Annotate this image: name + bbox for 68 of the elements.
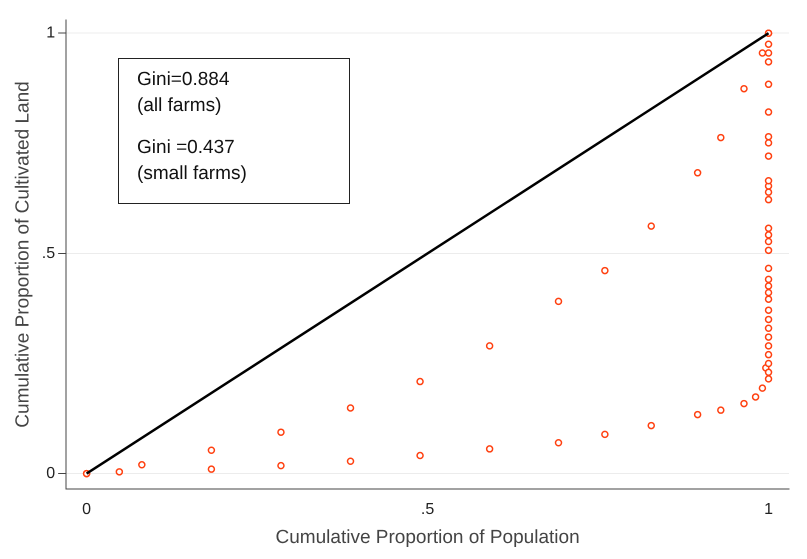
point xyxy=(764,224,772,232)
point xyxy=(764,49,772,57)
point xyxy=(208,465,216,473)
y-tick-label: 0 xyxy=(46,464,56,482)
point xyxy=(694,169,702,177)
point xyxy=(764,176,772,184)
point xyxy=(764,276,772,284)
point xyxy=(764,350,772,358)
y-tick-label: 1 xyxy=(46,24,56,42)
point xyxy=(346,458,354,466)
y-tick-label: .5 xyxy=(42,244,56,262)
point xyxy=(486,445,494,453)
point xyxy=(717,406,725,414)
point xyxy=(138,461,146,469)
point xyxy=(208,446,216,454)
point xyxy=(758,384,766,392)
point xyxy=(764,316,772,324)
point xyxy=(764,58,772,66)
point xyxy=(416,378,424,386)
point xyxy=(764,238,772,246)
point xyxy=(648,222,655,230)
annotation: Gini =0.437 xyxy=(137,136,236,160)
annotation: Gini=0.884 xyxy=(137,68,230,92)
point xyxy=(764,246,772,254)
point xyxy=(764,306,772,314)
point xyxy=(694,410,702,418)
point xyxy=(764,132,772,140)
point xyxy=(764,40,772,48)
x-axis-title: Cumulative Proportion of Population xyxy=(275,526,580,548)
point xyxy=(764,375,772,383)
point xyxy=(764,139,772,147)
point xyxy=(764,324,772,332)
point xyxy=(416,452,424,460)
point xyxy=(764,264,772,272)
annotation: (all farms) xyxy=(137,94,222,118)
point xyxy=(752,393,760,401)
point xyxy=(486,342,494,350)
point xyxy=(764,152,772,160)
point xyxy=(764,231,772,239)
y-axis-title: Cumulative Proportion of Cultivated Land xyxy=(12,81,34,428)
point xyxy=(346,404,354,412)
point xyxy=(648,422,655,430)
point xyxy=(116,468,124,476)
point xyxy=(764,108,772,116)
point xyxy=(740,84,748,92)
point xyxy=(717,134,725,142)
point xyxy=(277,462,285,470)
point xyxy=(554,439,562,447)
point xyxy=(764,295,772,303)
point xyxy=(764,342,772,350)
point xyxy=(277,428,285,436)
point xyxy=(764,360,772,368)
annotation: (small farms) xyxy=(137,162,248,186)
point xyxy=(764,368,772,376)
point xyxy=(554,298,562,306)
point xyxy=(601,430,609,438)
point xyxy=(764,80,772,88)
x-tick-label: .5 xyxy=(420,501,434,518)
point xyxy=(758,49,766,57)
x-tick-label: 1 xyxy=(764,501,774,518)
point xyxy=(764,196,772,204)
point xyxy=(764,188,772,196)
point xyxy=(740,400,748,408)
x-tick-label: 0 xyxy=(82,501,92,518)
point xyxy=(601,266,609,274)
point xyxy=(764,333,772,341)
point xyxy=(764,288,772,296)
point xyxy=(764,282,772,290)
